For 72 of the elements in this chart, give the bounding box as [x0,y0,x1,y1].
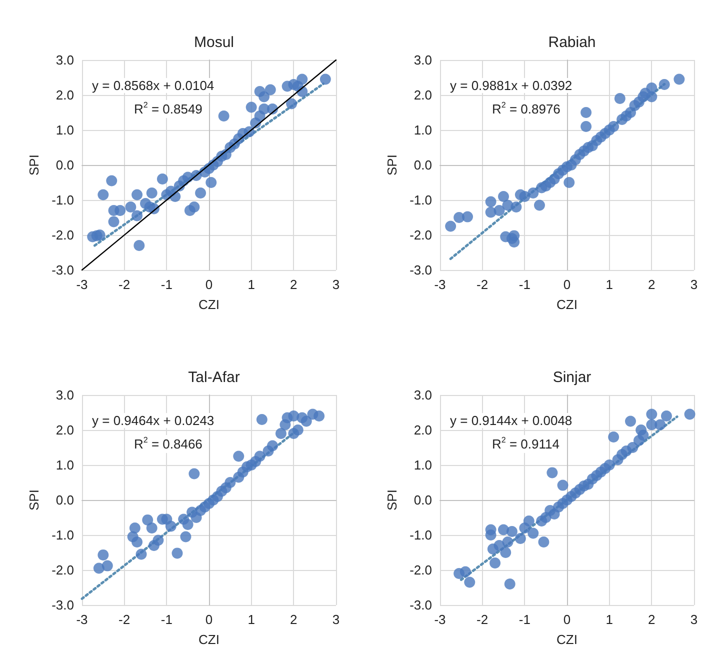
y-tick-label: 1.0 [56,458,74,472]
y-tick-label: 1.0 [414,122,432,138]
annotation: y = 0.8568x + 0.0104 [92,78,214,93]
x-tick-label: 1 [248,612,255,627]
x-tick-label: 2 [290,612,298,627]
x-axis-title: CZI [198,297,220,312]
y-tick-label: 0.0 [414,158,432,172]
x-tick-label: 3 [690,277,698,292]
y-tick-label: -2.0 [410,562,432,578]
chart-title: Mosul [194,34,234,51]
x-tick-label: -2 [118,612,130,627]
y-tick-label: 2.0 [56,422,74,438]
x-tick-label: 0 [563,277,571,292]
x-tick-label: 1 [248,277,255,292]
x-axis-title: CZI [556,297,578,312]
x-tick-label: -3 [76,277,88,292]
x-tick-label: 3 [690,612,698,627]
y-tick-label: -1.0 [52,528,74,542]
annotation: y = 0.9881x + 0.0392 [450,78,572,93]
x-tick-label: -1 [518,277,530,292]
y-tick-label: 2.0 [414,422,432,438]
y-tick-label: 1.0 [414,458,432,472]
y-tick-label: -1.0 [52,192,74,208]
annotation: y = 0.9144x + 0.0048 [450,413,572,428]
y-tick-label: 2.0 [414,88,432,102]
y-tick-label: -2.0 [52,228,74,242]
x-tick-label: 0 [563,612,571,627]
y-tick-label: -3.0 [52,262,74,278]
x-tick-label: -3 [76,612,88,627]
x-tick-label: -2 [476,277,488,292]
chart-title: Rabiah [548,34,596,51]
y-tick-label: -2.0 [410,228,432,242]
y-axis-title: SPI [26,154,42,176]
x-tick-label: 0 [205,612,213,627]
x-tick-label: -3 [434,612,446,627]
x-tick-label: -1 [160,277,172,292]
y-tick-label: 3.0 [56,388,74,402]
y-axis-title: SPI [26,490,42,510]
y-tick-label: 3.0 [414,388,432,402]
y-tick-label: -3.0 [52,598,74,612]
y-axis-title: SPI [384,154,400,176]
chart-title: Tal-Afar [188,369,240,386]
y-tick-label: 2.0 [56,88,74,102]
x-tick-label: -2 [118,277,130,292]
x-axis-title: CZI [556,632,578,647]
y-tick-label: 1.0 [56,122,74,138]
x-tick-label: 2 [648,277,656,292]
x-tick-label: 1 [606,277,613,292]
chart-title: Sinjar [552,369,592,386]
annotation: y = 0.9464x + 0.0243 [92,413,214,428]
x-tick-label: 0 [205,277,213,292]
x-tick-label: 2 [290,277,298,292]
y-tick-label: 3.0 [414,52,432,68]
y-tick-label: -1.0 [410,528,432,542]
x-axis-title: CZI [198,632,220,647]
x-tick-label: -3 [434,277,446,292]
x-tick-label: -2 [476,612,488,627]
y-tick-label: -2.0 [52,562,74,578]
y-tick-label: -3.0 [410,598,432,612]
x-tick-label: -1 [518,612,530,627]
y-tick-label: -1.0 [410,192,432,208]
x-tick-label: 3 [332,277,340,292]
y-tick-label: 3.0 [56,52,74,68]
x-tick-label: 1 [606,612,613,627]
y-tick-label: -3.0 [410,262,432,278]
y-tick-label: 0.0 [414,492,432,508]
y-axis-title: SPI [384,490,400,510]
y-tick-label: 0.0 [56,492,74,508]
y-tick-label: 0.0 [56,158,74,172]
x-tick-label: 3 [332,612,340,627]
x-tick-label: -1 [160,612,172,627]
x-tick-label: 2 [648,612,656,627]
